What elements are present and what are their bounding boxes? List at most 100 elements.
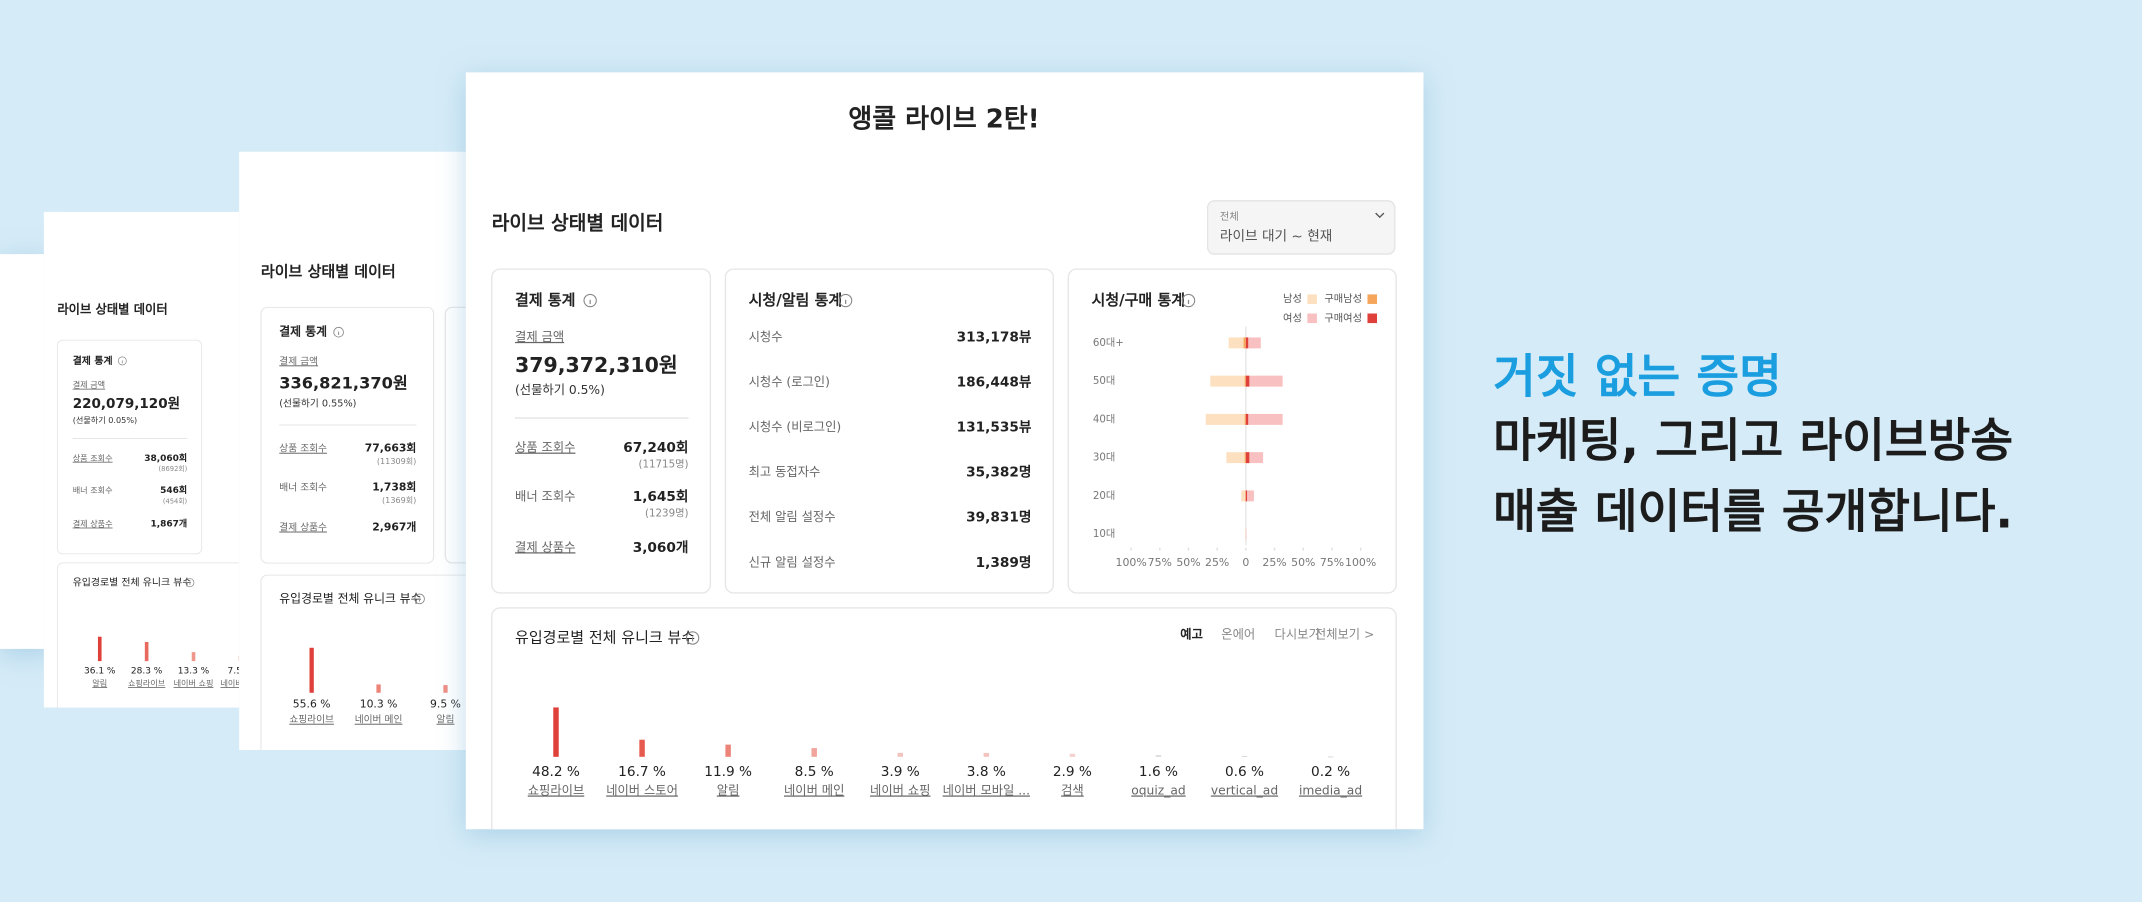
value-label: 1.6 % xyxy=(1139,764,1178,780)
panel xyxy=(444,306,466,564)
info-icon xyxy=(583,293,597,308)
see-all[interactable]: 전체보기 > xyxy=(1315,628,1374,642)
row-label: 전체 알림 설정수 xyxy=(749,510,836,524)
age-label: 50대 xyxy=(1093,375,1115,387)
amount-note: (선물하기 0.05%) xyxy=(73,415,138,425)
category-label[interactable]: 쇼핑라이브 xyxy=(128,678,166,688)
value-label: 10.3 % xyxy=(360,698,398,711)
panel-border xyxy=(491,268,712,594)
pyramid-bar xyxy=(1226,452,1246,464)
category-label[interactable]: 쇼핑라이브 xyxy=(289,714,334,726)
category-label[interactable]: 네이버 쇼핑 xyxy=(870,783,930,797)
row-label[interactable]: 상품 조회수 xyxy=(515,441,575,455)
section-title: 라이브 상태별 데이터 xyxy=(261,262,396,280)
x-tick-label: 75% xyxy=(1320,556,1344,569)
pyramid-bar xyxy=(1245,337,1261,349)
legend-label: 구매여성 xyxy=(1324,312,1362,324)
legend-swatch xyxy=(1367,294,1378,304)
pyramid-bar xyxy=(1245,490,1246,502)
pyramid-bar xyxy=(1241,490,1246,502)
bar xyxy=(309,647,314,693)
x-tick-label: 50% xyxy=(1176,556,1200,569)
category-label[interactable]: 알림 xyxy=(437,714,455,726)
channel-panel: 유입경로별 전체 유니크 뷰수 55.6 % 쇼핑라이브 10.3 % 네이버 메인 9.… xyxy=(260,574,466,750)
row-value: 546회 xyxy=(160,484,187,496)
legend-swatch xyxy=(1367,313,1378,324)
row-label[interactable]: 상품 조회수 xyxy=(73,453,113,463)
bar xyxy=(97,636,102,662)
pyramid-bar xyxy=(1245,490,1248,502)
row-value: 1,738회 xyxy=(372,481,416,494)
section-title: 라이브 상태별 데이터 xyxy=(492,212,664,235)
pyramid-bar xyxy=(1205,413,1246,425)
value-label: 7.5 % xyxy=(228,667,254,677)
legend-swatch xyxy=(1307,294,1317,304)
row-label: 시청수 xyxy=(749,330,783,344)
headline-line: 마케팅, 그리고 라이브방송 xyxy=(1493,413,2013,467)
pyramid-bar xyxy=(1228,337,1246,349)
x-tick-label: 100% xyxy=(1116,556,1147,569)
amount-label[interactable]: 결제 금액 xyxy=(515,330,564,344)
category-label[interactable]: vertical_ad xyxy=(1211,783,1278,797)
bar xyxy=(1327,756,1334,758)
category-label[interactable]: 네이버 스토어 xyxy=(606,783,678,797)
row-label: 배너 조회수 xyxy=(73,485,113,495)
age-label: 20대 xyxy=(1093,490,1115,502)
info-icon xyxy=(838,293,853,308)
tab[interactable]: 예고 xyxy=(1180,627,1203,642)
row-sub: (11715명) xyxy=(639,458,689,470)
amount-label[interactable]: 결제 금액 xyxy=(279,355,318,367)
row-label: 시청수 (로그인) xyxy=(749,375,830,389)
tab[interactable]: 다시보기 xyxy=(1275,628,1320,642)
category-label[interactable]: 알림 xyxy=(92,678,107,688)
value-label: 48.2 % xyxy=(532,764,580,780)
value-label: 0.2 % xyxy=(1311,764,1350,780)
row-sub: (1239명) xyxy=(645,508,688,520)
category-label[interactable]: imedia_ad xyxy=(1299,783,1362,797)
amount-label[interactable]: 결제 금액 xyxy=(73,380,105,390)
bar xyxy=(376,684,381,693)
filter-value: 라이브 대기 ~ 현재 xyxy=(1220,228,1332,244)
panel-border xyxy=(1067,268,1397,594)
tab[interactable]: 온에어 xyxy=(1221,628,1255,642)
page-title: 앵콜 라이브 2탄! xyxy=(848,105,1039,135)
category-label[interactable]: 알림 xyxy=(717,783,740,797)
x-tick-label: 25% xyxy=(1205,556,1229,569)
category-label[interactable]: 검색 xyxy=(1061,783,1084,797)
headline-line: 매출 데이터를 공개합니다. xyxy=(1493,485,2013,539)
category-label[interactable]: 네이버 메인 xyxy=(355,714,403,726)
age-label: 60대+ xyxy=(1093,337,1124,349)
category-label[interactable]: 쇼핑라이브 xyxy=(528,783,585,797)
pyramid-bar xyxy=(1245,528,1247,540)
row-sub: (454회) xyxy=(163,498,188,506)
category-label[interactable]: 네이버 메인 xyxy=(220,678,260,688)
panel-border xyxy=(724,268,1054,594)
row-label[interactable]: 결제 상품수 xyxy=(515,540,575,554)
legend-label: 여성 xyxy=(1283,312,1302,324)
category-label[interactable]: 네이버 메인 xyxy=(784,783,844,797)
category-label[interactable]: 네이버 모바일 ... xyxy=(943,783,1030,797)
value-label: 28.3 % xyxy=(131,667,163,677)
row-value: 186,448뷰 xyxy=(957,375,1032,391)
panel-title: 결제 통계 xyxy=(73,354,113,367)
amount: 379,372,310원 xyxy=(515,353,678,377)
x-tick-label: 50% xyxy=(1291,556,1315,569)
bar xyxy=(1241,756,1248,757)
value-label: 3.9 % xyxy=(881,764,920,780)
row-value: 3,060개 xyxy=(633,540,689,556)
row-label[interactable]: 결제 상품수 xyxy=(279,522,327,534)
category-label[interactable]: 네이버 쇼핑 xyxy=(174,678,214,688)
row-sub: (8692회) xyxy=(159,465,188,473)
row-label[interactable]: 상품 조회수 xyxy=(279,443,327,455)
row-value: 38,060회 xyxy=(144,452,187,464)
legend-label: 구매남성 xyxy=(1324,293,1362,305)
pyramid-bar xyxy=(1245,452,1264,464)
category-label[interactable]: oquiz_ad xyxy=(1131,783,1185,797)
row-label[interactable]: 결제 상품수 xyxy=(73,519,113,529)
row-label: 시청수 (비로그인) xyxy=(749,420,842,434)
